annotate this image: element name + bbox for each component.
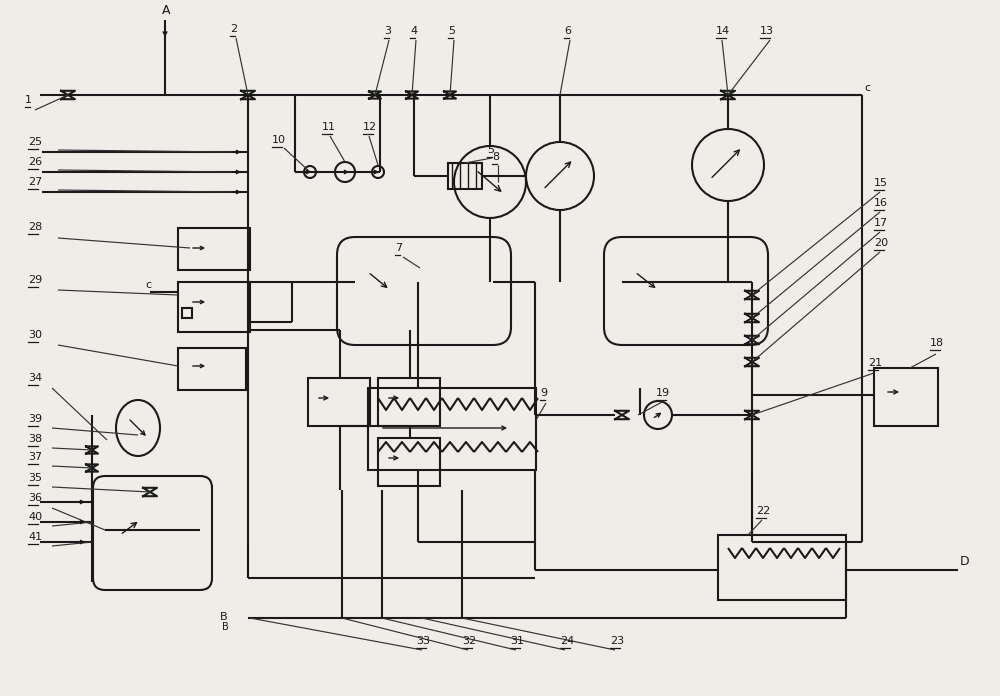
Text: 6: 6 — [564, 26, 571, 36]
Text: 16: 16 — [874, 198, 888, 208]
Text: 32: 32 — [462, 636, 476, 646]
Text: 28: 28 — [28, 222, 42, 232]
Text: 33: 33 — [416, 636, 430, 646]
Text: 8: 8 — [492, 152, 499, 162]
Bar — [182, 308, 192, 318]
Bar — [448, 163, 482, 189]
Bar — [378, 378, 440, 426]
Text: c: c — [864, 83, 870, 93]
Text: 24: 24 — [560, 636, 574, 646]
Bar — [178, 282, 250, 332]
Text: 39: 39 — [28, 414, 42, 424]
Text: 23: 23 — [610, 636, 624, 646]
Text: 19: 19 — [656, 388, 670, 398]
Text: c: c — [145, 280, 151, 290]
Text: 7: 7 — [395, 243, 402, 253]
Text: 37: 37 — [28, 452, 42, 462]
Text: 21: 21 — [868, 358, 882, 368]
Text: 3: 3 — [384, 26, 391, 36]
Text: 40: 40 — [28, 512, 42, 522]
Bar — [718, 535, 846, 600]
Text: 17: 17 — [874, 218, 888, 228]
Text: 4: 4 — [410, 26, 417, 36]
Text: B: B — [220, 612, 228, 622]
Text: 41: 41 — [28, 532, 42, 542]
Bar — [368, 388, 536, 470]
Text: 31: 31 — [510, 636, 524, 646]
Text: B: B — [222, 622, 229, 632]
Text: 2: 2 — [230, 24, 237, 34]
Text: 26: 26 — [28, 157, 42, 167]
Text: 18: 18 — [930, 338, 944, 348]
Text: 1: 1 — [25, 95, 32, 105]
Text: 36: 36 — [28, 493, 42, 503]
Text: 5: 5 — [448, 26, 455, 36]
Text: 38: 38 — [28, 434, 42, 444]
Text: 29: 29 — [28, 275, 42, 285]
Text: 34: 34 — [28, 373, 42, 383]
Bar — [178, 348, 246, 390]
Text: 15: 15 — [874, 178, 888, 188]
Text: 10: 10 — [272, 135, 286, 145]
Text: 13: 13 — [760, 26, 774, 36]
Text: 5: 5 — [487, 145, 494, 155]
Text: 11: 11 — [322, 122, 336, 132]
Bar — [874, 368, 938, 426]
Text: D: D — [960, 555, 970, 568]
Text: 27: 27 — [28, 177, 42, 187]
Text: 20: 20 — [874, 238, 888, 248]
Bar — [378, 438, 440, 486]
Text: A: A — [162, 4, 170, 17]
Bar — [178, 228, 250, 270]
Text: 14: 14 — [716, 26, 730, 36]
Text: 25: 25 — [28, 137, 42, 147]
Text: 9: 9 — [540, 388, 547, 398]
Text: 30: 30 — [28, 330, 42, 340]
Text: 35: 35 — [28, 473, 42, 483]
Text: 22: 22 — [756, 506, 770, 516]
Text: 12: 12 — [363, 122, 377, 132]
Bar — [308, 378, 370, 426]
